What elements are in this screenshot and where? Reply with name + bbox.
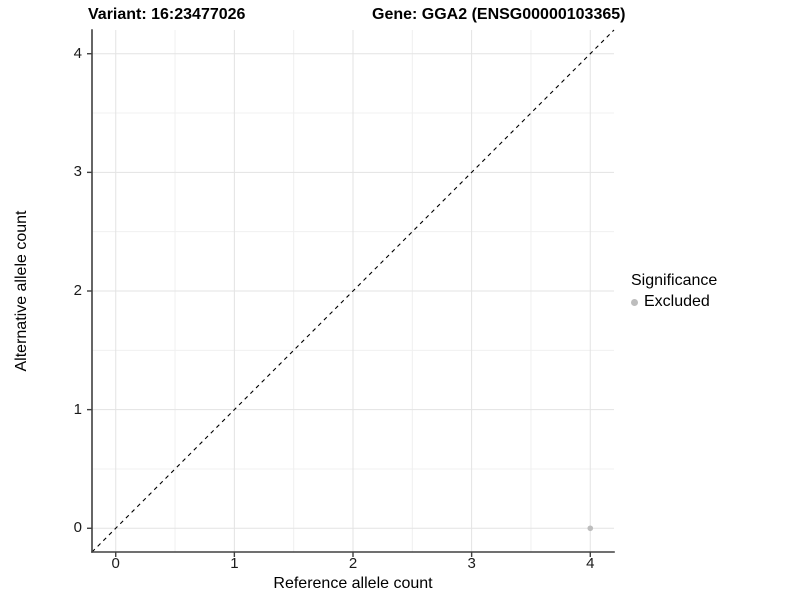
x-tick-label: 3 [467, 555, 476, 572]
x-tick-label: 1 [230, 555, 239, 572]
legend-item-excluded: Excluded [631, 293, 717, 311]
plot-panel [87, 29, 615, 557]
y-tick-label: 3 [73, 163, 82, 181]
legend-title: Significance [631, 272, 718, 289]
plot-area-svg [87, 29, 615, 557]
y-tick-label: 0 [73, 519, 82, 537]
data-point [587, 525, 594, 532]
y-tick-label: 2 [73, 282, 82, 299]
x-tick-label: 4 [586, 555, 595, 572]
legend: Significance Excluded [631, 272, 717, 311]
variant-title: Variant: 16:23477026 [88, 6, 246, 23]
gene-title: Gene: GGA2 (ENSG00000103365) [372, 6, 626, 23]
y-tick-label: 1 [73, 400, 82, 418]
legend-point-icon [631, 298, 638, 306]
legend-item-label: Excluded [644, 293, 710, 310]
x-tick-label: 0 [111, 555, 120, 572]
x-tick-label: 2 [348, 555, 358, 572]
y-tick-label: 4 [73, 44, 82, 62]
x-axis-label: Reference allele count [273, 575, 433, 592]
identity-dashed-line [91, 29, 615, 553]
